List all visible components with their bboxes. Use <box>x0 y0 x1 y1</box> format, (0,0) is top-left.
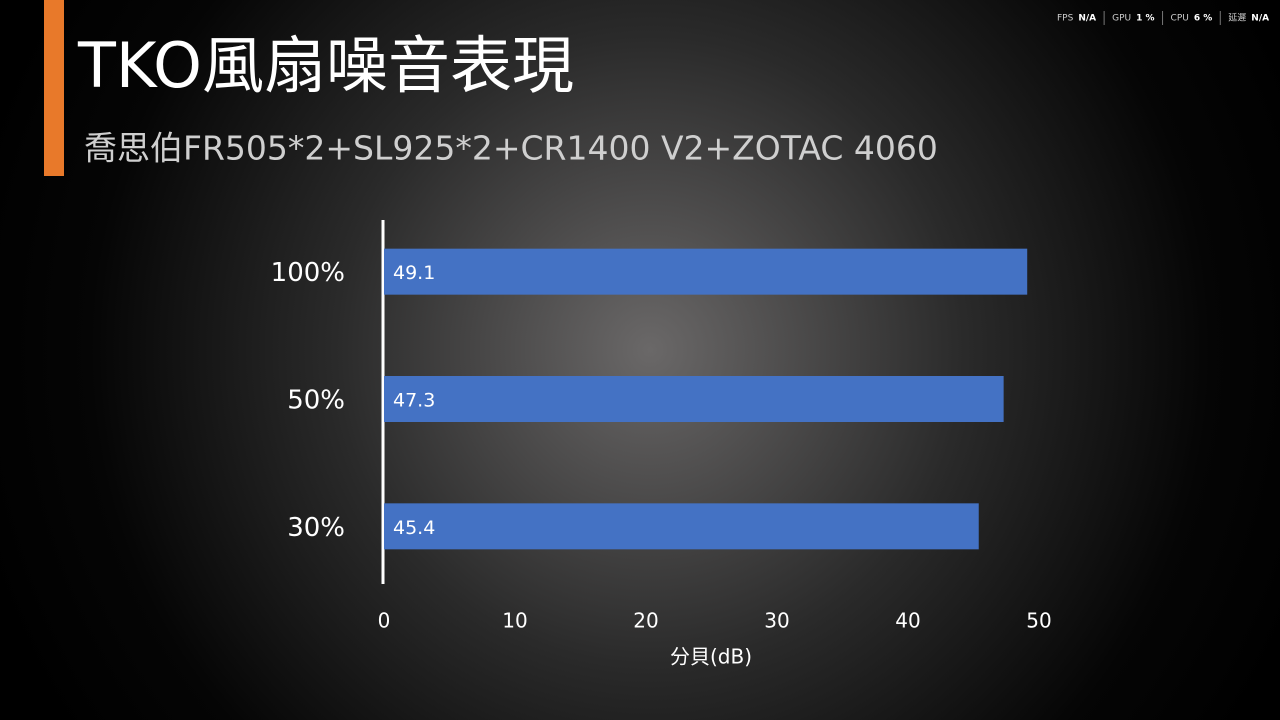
x-tick-label: 40 <box>895 609 920 633</box>
x-tick-label: 30 <box>764 609 789 633</box>
x-axis-label: 分貝(dB) <box>670 645 752 669</box>
bar <box>384 376 1004 422</box>
hud-label: FPS <box>1057 14 1074 24</box>
y-tick-label: 30% <box>287 513 345 543</box>
value-label: 47.3 <box>393 390 435 412</box>
hud-label: GPU <box>1112 14 1131 24</box>
y-tick-label: 50% <box>287 386 345 416</box>
chart-title: TKO風扇噪音表現 <box>77 29 574 102</box>
hud-value: N/A <box>1078 14 1096 24</box>
hud-value: 1 % <box>1136 14 1154 24</box>
hud-value: 6 % <box>1194 14 1212 24</box>
hud-overlay: FPS N/A GPU 1 % CPU 6 % 延遲 N/A <box>1057 11 1269 25</box>
bar <box>384 503 979 550</box>
value-label: 49.1 <box>393 262 435 284</box>
hud-label: CPU <box>1171 14 1189 24</box>
x-tick-label: 50 <box>1026 609 1051 633</box>
x-tick-label: 20 <box>633 609 658 633</box>
chart-subtitle: 喬思伯FR505*2+SL925*2+CR1400 V2+ZOTAC 4060 <box>84 129 938 168</box>
hud-value: N/A <box>1251 14 1269 24</box>
accent-bar <box>44 0 64 176</box>
y-tick-label: 100% <box>271 258 345 288</box>
x-tick-label: 0 <box>378 609 391 633</box>
value-label: 45.4 <box>393 517 435 539</box>
hud-label: 延遲 <box>1228 12 1246 24</box>
bar <box>384 248 1028 295</box>
x-tick-label: 10 <box>502 609 527 633</box>
